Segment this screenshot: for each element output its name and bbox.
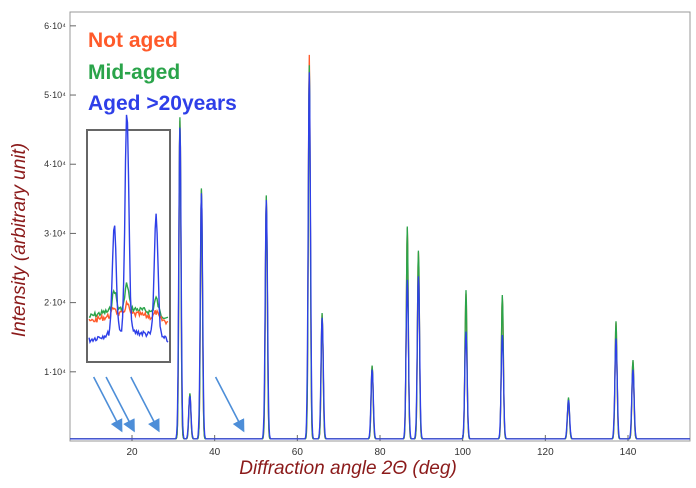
x-tick-label: 20	[126, 447, 138, 458]
annotation-arrow	[214, 376, 245, 433]
annotation-arrow	[130, 376, 160, 433]
plot-area	[69, 11, 691, 442]
x-tick-label: 60	[292, 447, 304, 458]
y-tick-label: 5·10⁴	[44, 90, 66, 100]
y-tick-label: 4·10⁴	[44, 159, 66, 169]
x-tick-label: 140	[620, 447, 637, 458]
y-tick-label: 3·10⁴	[44, 228, 66, 238]
x-tick-label: 100	[454, 447, 471, 458]
annotation-arrow	[105, 376, 135, 433]
y-tick-label: 2·10⁴	[44, 298, 66, 308]
legend-aged: Aged >20years	[88, 92, 237, 115]
legend-mid-aged: Mid-aged	[88, 61, 181, 84]
inset-series-line	[88, 299, 169, 326]
x-tick-label: 120	[537, 447, 554, 458]
legend-not-aged: Not aged	[88, 29, 178, 52]
inset-box	[86, 129, 171, 363]
y-axis-title: Intensity (arbitrary unit)	[9, 142, 30, 338]
inset-series-line	[88, 282, 169, 320]
y-tick-label: 1·10⁴	[44, 367, 66, 377]
annotation-arrow	[92, 376, 123, 433]
x-axis-title: Diffraction angle 2Θ (deg)	[239, 458, 457, 479]
y-tick-label: 6·10⁴	[44, 21, 66, 31]
inset-series-line	[88, 114, 169, 345]
series-line-aged-20years	[70, 72, 690, 440]
x-tick-label: 80	[374, 447, 386, 458]
x-tick-label: 40	[209, 447, 221, 458]
